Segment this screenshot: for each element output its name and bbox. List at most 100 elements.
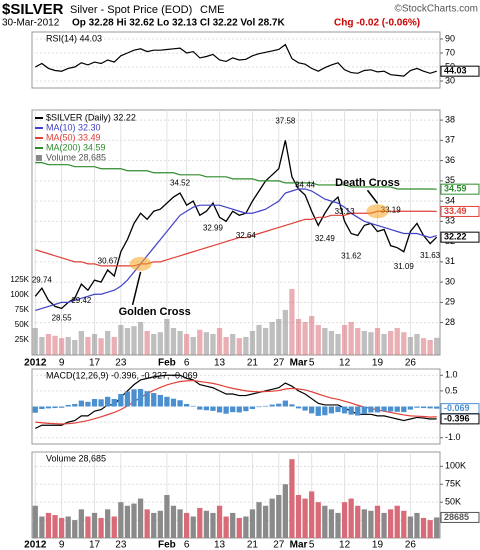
- x-tick-label: 9: [59, 358, 65, 369]
- volume-overlay-bar: [282, 309, 288, 355]
- volume-bar: [236, 517, 242, 538]
- y-tick-label: 70: [445, 47, 455, 57]
- volume-bar: [190, 516, 196, 538]
- price-label: 31.09: [394, 262, 415, 271]
- volume-bar: [335, 512, 341, 538]
- x-tick-label: 2012: [24, 358, 47, 369]
- legend-swatch: [36, 155, 42, 161]
- volume-bar: [322, 505, 328, 538]
- instrument-name: Silver - Spot Price (EOD): [70, 4, 192, 16]
- histogram-bar: [322, 406, 328, 416]
- histogram-bar: [420, 406, 427, 409]
- price-label: 28.55: [52, 314, 73, 323]
- value-tag-box: [440, 231, 480, 243]
- histogram-bar: [434, 406, 440, 409]
- price-label: 31.63: [420, 251, 441, 260]
- y-tick-label: 36: [445, 155, 455, 165]
- volume-overlay-bar: [335, 333, 341, 355]
- histogram-bar: [85, 401, 91, 407]
- volume-bar: [124, 505, 131, 538]
- histogram-bar: [302, 406, 308, 411]
- volume-overlay-bar: [256, 324, 262, 355]
- volume-overlay-bar: [302, 321, 308, 355]
- series-line: [34, 140, 438, 310]
- quote: Op 32.28 Hi 32.62 Lo 32.13 Cl 32.22 Vol …: [72, 18, 285, 29]
- symbol: $SILVER: [2, 1, 64, 18]
- volume-overlay-bar: [118, 324, 124, 355]
- histogram-bar: [177, 400, 183, 407]
- volume-overlay-bar: [78, 330, 84, 355]
- histogram-bar: [144, 391, 150, 407]
- volume-bar: [203, 510, 210, 538]
- volume-bar: [420, 517, 427, 538]
- y-tick-label: 33: [445, 216, 455, 226]
- volume-overlay-bar: [223, 336, 229, 355]
- volume-overlay-bar: [52, 335, 58, 355]
- volume-bar: [262, 505, 269, 538]
- volume-overlay-bar: [197, 329, 203, 355]
- volume-bar: [348, 498, 354, 538]
- x-tick-label: 27: [273, 540, 285, 550]
- histogram-bar: [427, 406, 433, 409]
- x-tick-label: 19: [372, 540, 384, 550]
- histogram-bar: [328, 406, 335, 414]
- callout-text: Golden Cross: [119, 306, 191, 318]
- x-tick-label: 5: [309, 358, 315, 369]
- histogram-bar: [105, 396, 111, 407]
- histogram-bar: [72, 404, 78, 407]
- volume-bar: [111, 516, 117, 538]
- x-tick-label: 23: [115, 540, 127, 550]
- volume-bar: [85, 516, 91, 538]
- histogram-bar: [236, 406, 242, 413]
- histogram-bar: [381, 406, 387, 412]
- volume-bar: [282, 484, 288, 538]
- volume-overlay-bar: [407, 336, 414, 355]
- histogram-bar: [414, 406, 420, 408]
- volume-bar: [256, 502, 262, 538]
- histogram-bar: [407, 406, 414, 410]
- x-tick-label: 26: [405, 540, 417, 550]
- histogram-bar: [164, 396, 170, 407]
- value-tag: 33.49: [444, 206, 467, 216]
- volume-bar: [98, 517, 104, 538]
- y-tick-label: 100K: [445, 461, 466, 471]
- panel-frame: [31, 31, 441, 89]
- volume-bar: [144, 509, 150, 538]
- volume-overlay-bar: [401, 332, 407, 355]
- volume-bar: [276, 495, 282, 538]
- volume-bar: [243, 516, 249, 538]
- series-line: [35, 374, 437, 429]
- histogram-bar: [309, 406, 315, 414]
- x-tick-label: 26: [405, 358, 417, 369]
- histogram-bar: [276, 403, 282, 407]
- x-tick-label: 6: [184, 358, 190, 369]
- y-tick-label: 34: [445, 195, 455, 205]
- volume-overlay-bar: [190, 336, 196, 355]
- volume-bar: [368, 510, 374, 538]
- x-tick-label: Mar: [290, 358, 308, 369]
- histogram-bar: [32, 406, 38, 413]
- histogram-bar: [341, 406, 348, 414]
- volume-overlay-bar: [203, 332, 210, 355]
- volume-overlay-bar: [427, 339, 433, 355]
- volume-overlay-bar: [151, 333, 157, 355]
- y-tick-label: 31: [445, 256, 455, 266]
- exchange: CME: [200, 4, 224, 16]
- histogram-bar: [98, 399, 104, 407]
- volume-overlay-bar: [111, 336, 117, 355]
- y2-tick-label: 75K: [15, 305, 30, 314]
- histogram-bar: [170, 398, 177, 407]
- volume-overlay-bar: [269, 321, 275, 355]
- volume-bar: [230, 512, 236, 538]
- volume-overlay-bar: [414, 333, 420, 355]
- volume-overlay-bar: [276, 318, 282, 355]
- volume-bar: [401, 510, 407, 538]
- volume-bar: [184, 512, 190, 538]
- volume-bar: [164, 495, 170, 538]
- histogram-bar: [111, 399, 117, 407]
- x-tick-label: Feb: [158, 358, 176, 369]
- legend-entry: $SILVER (Daily) 32.22: [46, 112, 136, 122]
- value-tag-box: [440, 511, 480, 523]
- volume-bar: [269, 498, 275, 538]
- series-line: [35, 43, 437, 77]
